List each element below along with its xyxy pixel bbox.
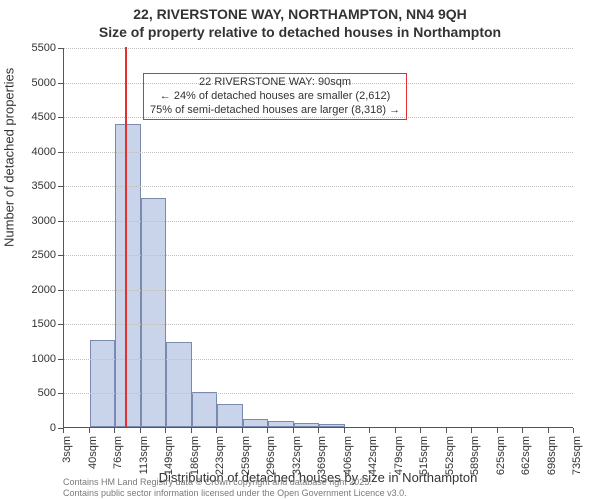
- x-tick-label: 223sqm: [214, 436, 226, 475]
- histogram-bar: [243, 419, 269, 427]
- x-tick-mark: [471, 428, 472, 433]
- x-tick-label: 662sqm: [520, 436, 532, 475]
- y-tick-mark: [58, 324, 63, 325]
- footer-note: Contains HM Land Registry data © Crown c…: [63, 477, 407, 498]
- x-tick-label: 406sqm: [342, 436, 354, 475]
- y-tick-mark: [58, 221, 63, 222]
- y-tick-label: 5000: [18, 77, 56, 89]
- y-tick-mark: [58, 255, 63, 256]
- y-tick-mark: [58, 393, 63, 394]
- y-tick-label: 5500: [18, 42, 56, 54]
- x-tick-mark: [318, 428, 319, 433]
- gridline: [64, 290, 573, 291]
- x-tick-label: 552sqm: [444, 436, 456, 475]
- x-tick-mark: [242, 428, 243, 433]
- x-tick-label: 369sqm: [316, 436, 328, 475]
- x-tick-mark: [140, 428, 141, 433]
- y-tick-label: 4000: [18, 146, 56, 158]
- x-tick-mark: [369, 428, 370, 433]
- x-tick-label: 76sqm: [112, 436, 124, 469]
- x-tick-mark: [420, 428, 421, 433]
- y-tick-mark: [58, 83, 63, 84]
- gridline: [64, 152, 573, 153]
- y-tick-mark: [58, 290, 63, 291]
- y-tick-label: 0: [18, 422, 56, 434]
- chart-title: 22, RIVERSTONE WAY, NORTHAMPTON, NN4 9QH…: [0, 6, 600, 41]
- x-tick-label: 479sqm: [393, 436, 405, 475]
- x-tick-label: 735sqm: [571, 436, 583, 475]
- x-tick-label: 259sqm: [240, 436, 252, 475]
- x-tick-label: 149sqm: [163, 436, 175, 475]
- x-tick-label: 40sqm: [87, 436, 99, 469]
- y-tick-label: 2000: [18, 284, 56, 296]
- x-tick-label: 113sqm: [138, 436, 150, 474]
- x-tick-label: 442sqm: [367, 436, 379, 475]
- x-tick-mark: [522, 428, 523, 433]
- y-tick-label: 3000: [18, 215, 56, 227]
- x-tick-mark: [114, 428, 115, 433]
- y-tick-mark: [58, 48, 63, 49]
- x-tick-label: 589sqm: [469, 436, 481, 475]
- x-tick-mark: [395, 428, 396, 433]
- x-tick-label: 515sqm: [418, 436, 430, 475]
- x-tick-mark: [446, 428, 447, 433]
- gridline: [64, 359, 573, 360]
- property-size-chart: 22, RIVERSTONE WAY, NORTHAMPTON, NN4 9QH…: [0, 0, 600, 500]
- y-tick-label: 3500: [18, 180, 56, 192]
- histogram-bar: [166, 342, 192, 427]
- y-axis-label: Number of detached properties: [2, 229, 17, 247]
- x-tick-label: 3sqm: [61, 436, 73, 463]
- x-tick-label: 186sqm: [189, 436, 201, 475]
- x-tick-mark: [191, 428, 192, 433]
- x-tick-label: 625sqm: [495, 436, 507, 475]
- y-tick-mark: [58, 359, 63, 360]
- y-tick-mark: [58, 152, 63, 153]
- x-tick-mark: [165, 428, 166, 433]
- histogram-bar: [268, 421, 294, 427]
- x-tick-mark: [548, 428, 549, 433]
- footer-line-1: Contains HM Land Registry data © Crown c…: [63, 477, 372, 487]
- x-tick-mark: [293, 428, 294, 433]
- gridline: [64, 221, 573, 222]
- y-tick-label: 1000: [18, 353, 56, 365]
- gridline: [64, 48, 573, 49]
- y-tick-label: 500: [18, 387, 56, 399]
- footer-line-2: Contains public sector information licen…: [63, 488, 407, 498]
- title-line-2: Size of property relative to detached ho…: [99, 24, 501, 40]
- y-tick-mark: [58, 117, 63, 118]
- histogram-bar: [192, 392, 218, 427]
- x-tick-mark: [63, 428, 64, 433]
- y-tick-label: 4500: [18, 111, 56, 123]
- annotation-box: 22 RIVERSTONE WAY: 90sqm ← 24% of detach…: [143, 73, 407, 120]
- histogram-bar: [217, 404, 243, 427]
- x-tick-label: 296sqm: [265, 436, 277, 475]
- gridline: [64, 324, 573, 325]
- gridline: [64, 186, 573, 187]
- gridline: [64, 393, 573, 394]
- title-line-1: 22, RIVERSTONE WAY, NORTHAMPTON, NN4 9QH: [133, 6, 466, 22]
- x-tick-mark: [89, 428, 90, 433]
- x-tick-mark: [216, 428, 217, 433]
- x-tick-mark: [573, 428, 574, 433]
- x-tick-mark: [344, 428, 345, 433]
- y-tick-mark: [58, 186, 63, 187]
- x-tick-label: 698sqm: [546, 436, 558, 475]
- histogram-bar: [294, 423, 320, 427]
- histogram-bar: [319, 424, 345, 427]
- x-tick-mark: [497, 428, 498, 433]
- histogram-bar: [115, 124, 141, 427]
- histogram-bar: [90, 340, 116, 427]
- property-marker-line: [125, 47, 127, 427]
- gridline: [64, 255, 573, 256]
- y-tick-label: 1500: [18, 318, 56, 330]
- x-tick-mark: [267, 428, 268, 433]
- x-tick-label: 332sqm: [291, 436, 303, 475]
- y-tick-label: 2500: [18, 249, 56, 261]
